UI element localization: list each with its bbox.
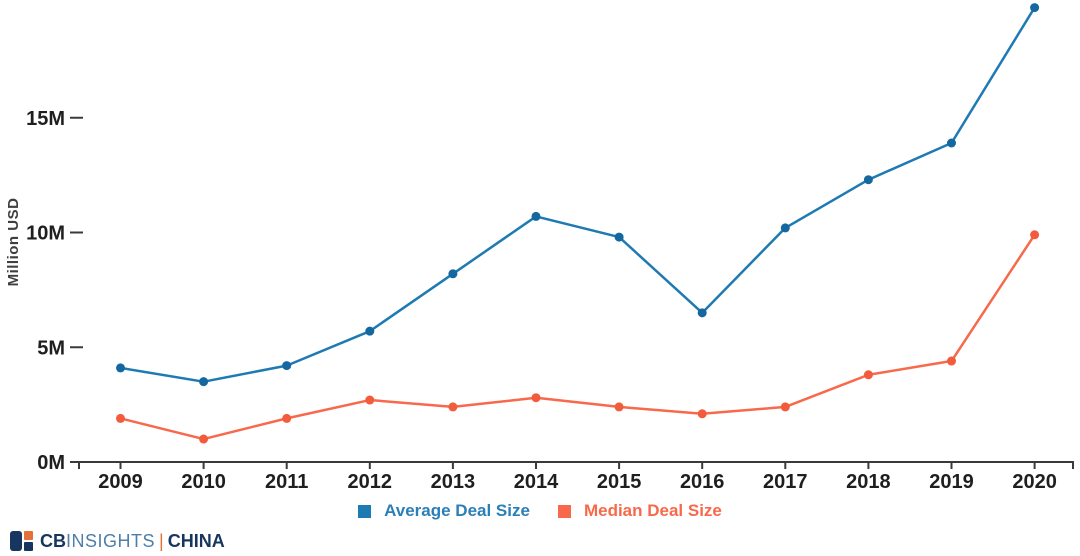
median-deal-size-point-2010	[199, 434, 209, 444]
brand-separator: |	[159, 531, 164, 551]
average-deal-size-point-2010	[199, 377, 209, 387]
median-deal-size-point-2009	[116, 413, 125, 423]
x-axis-tick-label: 2016	[680, 471, 725, 493]
x-axis-tick-label: 2014	[514, 471, 559, 493]
x-axis-tick-label: 2019	[929, 471, 974, 493]
median-deal-size-point-2011	[282, 413, 292, 423]
y-axis-tick-label: 5M	[37, 337, 65, 359]
average-deal-size-point-2013	[448, 269, 458, 279]
median-deal-size-point-2012	[365, 395, 375, 405]
y-axis-tick-label: 15M	[26, 108, 65, 130]
average-deal-size-point-2018	[863, 175, 873, 185]
average-deal-size-point-2015	[614, 232, 624, 242]
median-deal-size-point-2019	[947, 356, 956, 366]
median-deal-size-point-2018	[863, 370, 873, 380]
average-deal-size-point-2011	[282, 361, 292, 371]
median-deal-size-point-2020	[1030, 230, 1040, 240]
x-axis-tick-label: 2013	[431, 471, 476, 493]
deal-size-chart: 0M 5M 10M 15M 2009 2010 2011 2012 2013 2014 2015 20…	[5, 3, 1074, 493]
average-deal-size-point-2016	[697, 308, 707, 318]
average-deal-size-point-2020	[1030, 3, 1040, 13]
average-legend-swatch-icon	[358, 504, 372, 518]
cbinsights-logo-icon	[10, 531, 33, 551]
x-axis-tick-label: 2017	[763, 471, 808, 493]
x-axis-tick-label: 2018	[846, 471, 891, 493]
median-deal-size-point-2014	[531, 393, 541, 403]
y-axis-tick-label: 0M	[37, 452, 65, 474]
average-deal-size-point-2014	[531, 211, 541, 221]
x-axis-tick-label: 2020	[1012, 471, 1057, 493]
x-axis-tick-label: 2015	[597, 471, 642, 493]
median-legend-swatch-icon	[557, 504, 571, 518]
median-deal-size-point-2013	[448, 402, 458, 412]
median-deal-size-point-2016	[697, 409, 707, 419]
x-axis-tick-label: 2012	[348, 471, 393, 493]
legend-item-median: Median Deal Size	[557, 501, 722, 520]
median-deal-size-point-2015	[614, 402, 624, 412]
x-axis-tick-label: 2009	[98, 471, 143, 493]
average-deal-size-point-2017	[780, 223, 790, 233]
y-axis-tick-label: 10M	[26, 223, 65, 245]
average-deal-size-line	[120, 6, 1036, 383]
y-axis-title: Million USD	[5, 198, 22, 287]
cbinsights-china-logo: CBINSIGHTS | CHINA	[10, 531, 225, 551]
median-deal-size-point-2017	[780, 402, 790, 412]
legend-item-average: Average Deal Size	[358, 501, 530, 520]
brand-region-text: CHINA	[167, 531, 225, 551]
average-deal-size-point-2009	[116, 363, 125, 373]
brand-wordmark: CBINSIGHTS | CHINA	[40, 531, 225, 551]
legend-label-average: Average Deal Size	[384, 501, 530, 520]
legend-label-median: Median Deal Size	[583, 501, 722, 520]
average-deal-size-point-2019	[947, 138, 956, 148]
brand-insights-text: INSIGHTS	[66, 531, 156, 551]
x-axis-tick-label: 2011	[265, 471, 308, 493]
average-deal-size-point-2012	[365, 326, 375, 336]
median-deal-size-line	[120, 234, 1036, 441]
x-axis-tick-label: 2010	[181, 471, 226, 493]
chart-legend: Average Deal Size Median Deal Size	[0, 501, 1080, 520]
brand-cb-text: CB	[40, 531, 66, 551]
